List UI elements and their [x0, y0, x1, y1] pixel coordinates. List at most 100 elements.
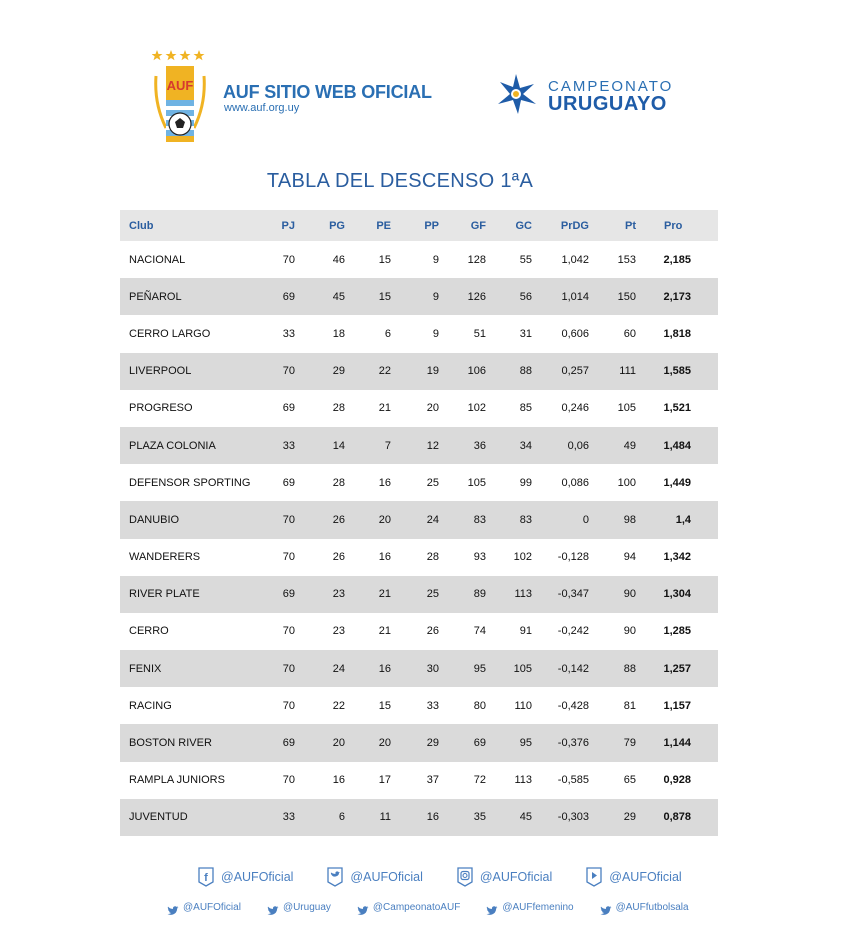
cell-gf: 80	[473, 699, 486, 712]
twitter-link[interactable]: @AUFOficial	[167, 902, 241, 915]
cell-pe: 7	[384, 439, 391, 452]
twitter-icon	[325, 866, 345, 888]
cell-pe: 16	[378, 662, 391, 675]
cell-club: JUVENTUD	[129, 811, 188, 824]
twitter-link[interactable]: @AUFfemenino	[486, 902, 574, 915]
header-prdg: PrDG	[560, 219, 589, 232]
cell-gf: 95	[473, 662, 486, 675]
table-row: BOSTON RIVER 69 20 20 29 69 95 -0,376 79 1,144	[120, 724, 718, 762]
cell-pj: 69	[282, 290, 295, 303]
table-row: PEÑAROL 69 45 15 9 126 56 1,014 150 2,173	[120, 278, 718, 316]
cell-pe: 22	[378, 365, 391, 378]
cell-pe: 21	[378, 402, 391, 415]
social-links-twitter: @AUFOficial @Uruguay @CampeonatoAUF @AUFfem…	[167, 902, 715, 915]
social-link[interactable]: @AUFOficial	[325, 866, 423, 888]
cell-pe: 21	[378, 625, 391, 638]
svg-text:AUF: AUF	[167, 78, 194, 93]
cell-club: WANDERERS	[129, 551, 201, 564]
cell-gc: 91	[519, 625, 532, 638]
table-row: NACIONAL 70 46 15 9 128 55 1,042 153 2,185	[120, 241, 718, 279]
cell-gf: 69	[473, 737, 486, 750]
cell-club: DANUBIO	[129, 513, 180, 526]
cell-gf: 89	[473, 588, 486, 601]
cell-pp: 37	[426, 774, 439, 787]
cell-pg: 28	[332, 402, 345, 415]
cell-pro: 1,818	[663, 327, 691, 340]
cell-pro: 1,4	[675, 513, 691, 526]
table-row: DEFENSOR SPORTING 69 28 16 25 105 99 0,086 100 1,…	[120, 464, 718, 502]
cell-prdg: 0,257	[561, 365, 589, 378]
cell-club: RACING	[129, 699, 172, 712]
table-row: CERRO LARGO 33 18 6 9 51 31 0,606 60 1,818	[120, 315, 718, 353]
cell-prdg: 0,086	[561, 476, 589, 489]
cell-prdg: -0,376	[557, 737, 589, 750]
cell-pj: 69	[282, 476, 295, 489]
social-links-main: f @AUFOficial @AUFOficial @AUFOficial @AUFOf…	[196, 866, 714, 888]
cell-gc: 88	[519, 365, 532, 378]
social-link[interactable]: @AUFOficial	[584, 866, 682, 888]
table-header-row: Club PJ PG PE PP GF GC PrDG Pt Pro	[120, 210, 718, 241]
cell-pro: 2,185	[663, 253, 691, 266]
cell-pj: 69	[282, 588, 295, 601]
social-handle: @AUFOficial	[479, 870, 553, 884]
cell-gc: 113	[514, 774, 532, 787]
cell-pro: 1,144	[663, 737, 691, 750]
twitter-link[interactable]: @AUFfutbolsala	[600, 902, 689, 915]
cell-pj: 70	[282, 625, 295, 638]
cell-club: CERRO	[129, 625, 169, 638]
cell-pro: 0,928	[663, 774, 691, 787]
cell-club: RAMPLA JUNIORS	[129, 774, 225, 787]
cell-pt: 153	[617, 253, 636, 266]
cell-gc: 95	[519, 737, 532, 750]
table-row: RAMPLA JUNIORS 70 16 17 37 72 113 -0,585 65 0,928	[120, 761, 718, 799]
cell-club: PEÑAROL	[129, 290, 182, 303]
cell-club: BOSTON RIVER	[129, 737, 212, 750]
cell-club: PLAZA COLONIA	[129, 439, 216, 452]
cell-gc: 45	[519, 811, 532, 824]
social-link[interactable]: @AUFOficial	[455, 866, 552, 888]
cell-pp: 9	[432, 327, 439, 340]
cell-pt: 81	[623, 699, 636, 712]
cell-pt: 90	[623, 625, 636, 638]
cell-pp: 19	[426, 365, 439, 378]
cell-pj: 70	[282, 774, 295, 787]
twitter-icon	[486, 903, 498, 915]
instagram-icon	[455, 866, 475, 888]
cell-pro: 1,257	[663, 662, 691, 675]
cell-gc: 34	[519, 439, 532, 452]
cell-prdg: 0	[582, 513, 589, 526]
cell-prdg: -0,428	[557, 699, 589, 712]
cell-gf: 36	[473, 439, 486, 452]
cell-pro: 1,157	[663, 699, 691, 712]
cell-pt: 79	[623, 737, 636, 750]
cell-pt: 88	[623, 662, 636, 675]
cell-pro: 1,449	[663, 476, 691, 489]
social-link[interactable]: f @AUFOficial	[196, 866, 293, 888]
cell-pp: 9	[432, 253, 439, 266]
twitter-link[interactable]: @CampeonatoAUF	[357, 902, 461, 915]
cell-pp: 24	[426, 513, 439, 526]
auf-site-url[interactable]: www.auf.org.uy	[224, 102, 300, 114]
cell-pg: 45	[332, 290, 345, 303]
header-pg: PG	[329, 219, 345, 232]
header-club: Club	[129, 219, 154, 232]
cell-pt: 49	[623, 439, 636, 452]
table-row: JUVENTUD 33 6 11 16 35 45 -0,303 29 0,878	[120, 798, 718, 836]
cell-prdg: -0,347	[557, 588, 589, 601]
cell-gf: 72	[473, 774, 486, 787]
cell-gc: 31	[519, 327, 532, 340]
cell-club: CERRO LARGO	[129, 327, 211, 340]
cell-club: PROGRESO	[129, 402, 193, 415]
campeonato-label: CAMPEONATO	[548, 78, 674, 95]
cell-pt: 150	[617, 290, 636, 303]
cell-pp: 12	[426, 439, 439, 452]
twitter-link[interactable]: @Uruguay	[267, 902, 331, 915]
twitter-icon	[167, 903, 179, 915]
cell-pe: 20	[378, 513, 391, 526]
cell-pg: 20	[332, 737, 345, 750]
cell-pj: 70	[282, 365, 295, 378]
cell-pro: 2,173	[663, 290, 691, 303]
page-title: TABLA DEL DESCENSO 1ªA	[266, 170, 534, 192]
twitter-icon	[357, 903, 369, 915]
twitter-handle: @CampeonatoAUF	[372, 902, 461, 913]
